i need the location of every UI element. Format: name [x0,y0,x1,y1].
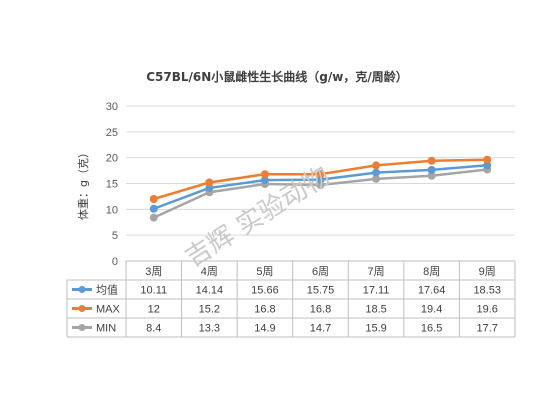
table-value: 15.9 [365,323,386,335]
table-value: 15.66 [251,285,279,297]
category-label: 5周 [256,265,273,278]
data-point [205,183,214,192]
table-value: 13.3 [199,323,220,335]
watermark: 吉辉 实验动物 [180,161,335,273]
table-value: 14.14 [196,285,224,297]
table-value: 19.4 [421,304,442,316]
data-point [372,174,381,183]
chart-title: C57BL/6N小鼠雌性生长曲线（g/w，克/周龄） [146,69,408,84]
table-value: 18.5 [365,304,386,316]
series-lines [149,155,492,222]
data-point [372,161,381,170]
y-tick-label: 0 [112,256,118,268]
table-value: 16.8 [254,304,275,316]
y-tick-label: 25 [106,127,118,139]
category-label: 4周 [201,265,218,278]
legend-series-name: 均值 [96,284,118,297]
table-value: 12 [148,304,160,316]
y-axis-tick-labels: 0 5 10 15 20 25 30 [106,101,118,268]
table-value: 17.7 [477,323,498,335]
table-value: 16.8 [310,304,331,316]
legend-key-marker [78,324,86,331]
table-value: 15.75 [307,285,335,297]
data-point [260,170,269,179]
legend-series-name: MAX [96,304,121,316]
data-point [427,171,436,180]
data-point [316,170,325,179]
legend-key-marker [78,286,86,293]
y-tick-label: 15 [106,179,118,191]
y-axis-label: 体重：g（克） [76,147,90,220]
data-point [149,195,158,203]
data-point [483,161,492,170]
table-value: 18.53 [473,285,501,297]
table-value: 10.11 [140,285,167,297]
table-value: 8.4 [146,323,161,335]
data-point [427,165,436,174]
y-tick-label: 10 [106,204,118,216]
category-label: 3周 [145,265,162,278]
y-tick-label: 20 [106,153,118,165]
table-value: 15.2 [199,304,220,316]
table-value: 14.7 [310,323,331,335]
data-point [260,176,269,185]
table-value: 14.9 [254,323,275,335]
data-point [205,178,214,187]
gridlines [126,105,515,262]
data-point [149,213,158,222]
table-value: 17.11 [363,285,390,297]
category-label: 8周 [423,265,440,278]
y-tick-label: 5 [112,230,118,242]
y-tick-label: 30 [106,101,118,113]
table-value: 16.5 [421,323,442,335]
data-point [149,204,158,213]
legend-series-name: MIN [96,323,116,335]
data-point [372,168,381,177]
data-point [483,155,492,164]
table-value: 17.64 [418,285,446,297]
category-label: 7周 [368,265,385,278]
table-value: 19.6 [477,304,498,316]
category-label: 6周 [312,265,329,278]
category-label: 9周 [479,265,496,278]
legend-key-marker [78,305,86,312]
data-point [427,156,436,165]
